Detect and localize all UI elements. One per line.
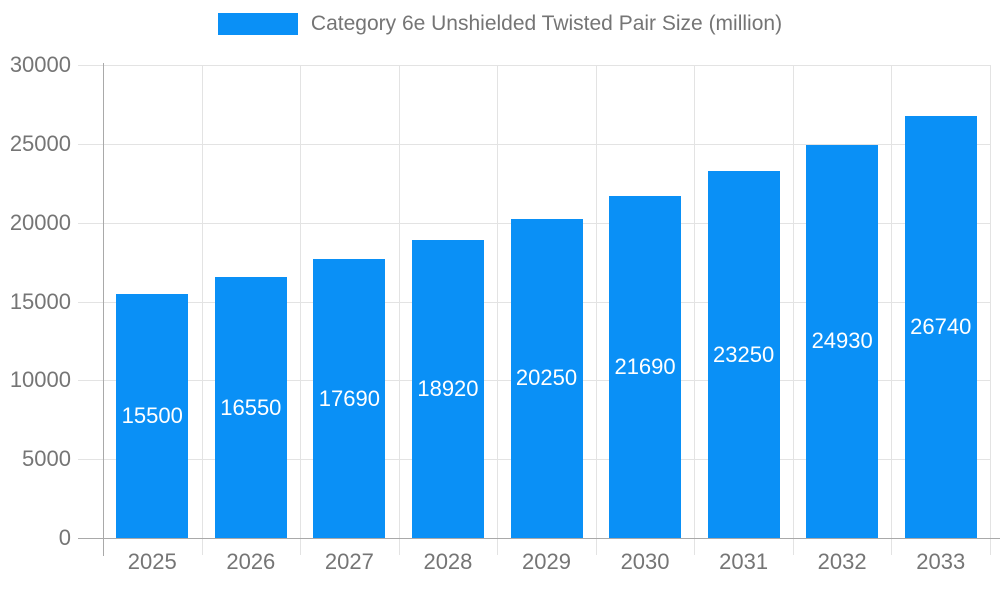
x-axis-tick-label: 2029 (522, 549, 571, 574)
x-axis-line (78, 538, 1000, 539)
bar-value-label: 16550 (220, 394, 282, 420)
bar: 24930 (806, 144, 879, 538)
x-boundary-gridline (694, 65, 696, 555)
x-axis-tick-label: 2031 (719, 549, 769, 574)
x-axis-tick-label: 2030 (620, 549, 670, 574)
bar-value-label: 23250 (713, 341, 775, 367)
x-boundary-gridline (201, 65, 203, 555)
legend-swatch (217, 13, 298, 35)
y-axis-tick-label: 20000 (9, 209, 71, 235)
bar: 16550 (214, 277, 287, 538)
bar-value-label: 24930 (811, 328, 873, 354)
y-gridline (78, 65, 990, 66)
bar: 20250 (510, 218, 583, 538)
y-axis-tick-label: 0 (58, 525, 71, 550)
x-boundary-gridline (300, 65, 302, 555)
bar-value-label: 17690 (318, 385, 380, 411)
y-axis-line (103, 63, 104, 556)
x-axis-tick-label: 2025 (127, 549, 177, 574)
bar: 21690 (609, 196, 682, 538)
x-axis-tick-label: 2026 (226, 549, 276, 574)
bar-value-label: 21690 (614, 354, 676, 380)
y-axis-tick-label: 5000 (22, 446, 71, 472)
y-axis-tick-label: 25000 (9, 130, 71, 156)
bar-value-label: 18920 (417, 375, 479, 401)
x-axis-tick-label: 2028 (423, 549, 473, 574)
y-gridline (78, 143, 990, 145)
legend: Category 6e Unshielded Twisted Pair Size… (0, 12, 1000, 36)
x-boundary-gridline (595, 65, 597, 555)
bar-value-label: 20250 (515, 365, 578, 391)
y-axis-tick-label: 30000 (9, 52, 71, 77)
x-axis-tick-label: 2027 (324, 549, 374, 574)
x-axis-tick-label: 2032 (817, 549, 867, 574)
bar: 18920 (411, 239, 484, 538)
x-boundary-gridline (497, 65, 499, 555)
legend-label: Category 6e Unshielded Twisted Pair Size… (310, 12, 783, 35)
plot-area: 0 5000 10000 15000 20000 25000 30000 15500 2025 1… (10, 54, 1000, 573)
x-boundary-gridline (990, 65, 991, 555)
x-boundary-gridline (891, 65, 893, 555)
bar-value-label: 15500 (121, 402, 183, 428)
x-boundary-gridline (792, 65, 794, 555)
bar: 26740 (904, 116, 977, 538)
x-boundary-gridline (398, 65, 400, 555)
x-axis-tick-label: 2033 (916, 549, 966, 574)
bar-value-label: 26740 (910, 314, 972, 340)
y-axis-tick-label: 10000 (9, 367, 71, 393)
bar: 17690 (313, 259, 386, 538)
y-axis-tick-label: 15000 (9, 288, 71, 314)
bar: 15500 (116, 293, 189, 538)
bar: 23250 (707, 171, 780, 538)
